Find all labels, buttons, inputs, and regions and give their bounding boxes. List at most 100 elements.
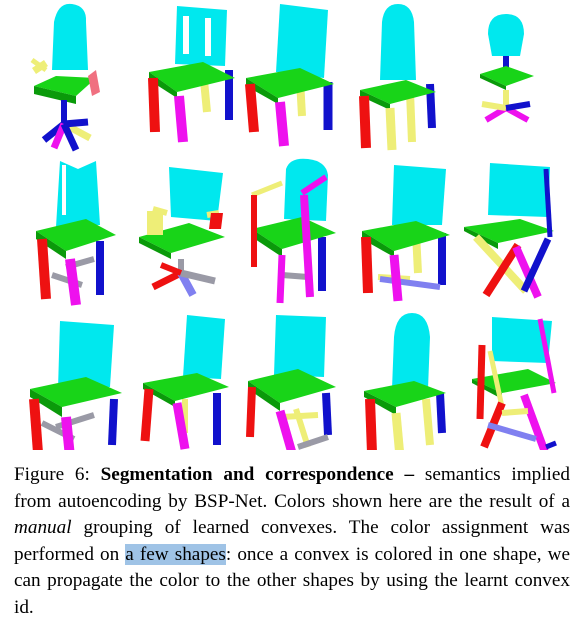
- chair-back: [175, 6, 227, 66]
- chair-back: [380, 4, 416, 80]
- chair-part: [487, 350, 505, 408]
- chair-back: [392, 313, 430, 389]
- chair-leg: [108, 398, 118, 446]
- chair-leg: [245, 83, 259, 133]
- chair-leg: [385, 107, 397, 151]
- chair-part: [487, 422, 537, 442]
- caption-italic: manual: [14, 517, 72, 539]
- chair-back: [492, 317, 552, 363]
- chair-leg: [436, 392, 446, 434]
- chair-office-swivel: [480, 14, 534, 123]
- chair-back: [488, 163, 550, 217]
- chair-leg: [422, 398, 434, 446]
- chair-simple: [140, 315, 229, 450]
- chair-leg: [172, 402, 190, 450]
- chair-leg: [148, 77, 160, 133]
- chair-seat: [246, 68, 334, 98]
- chair-leg: [275, 409, 296, 450]
- chair-rail: [379, 276, 441, 290]
- chair-part: [501, 408, 529, 416]
- chair-seat-edge: [480, 74, 506, 90]
- chair-part: [151, 269, 183, 291]
- chair-back-gap: [62, 165, 66, 215]
- chair-part: [545, 440, 557, 450]
- chair-seat-edge: [248, 381, 280, 411]
- chair-seat: [464, 219, 554, 243]
- chair-back: [183, 315, 225, 379]
- chair-leg: [37, 238, 51, 300]
- chair-leg: [275, 101, 289, 147]
- figure-label: Figure 6:: [14, 464, 101, 485]
- chair-rail: [297, 434, 329, 450]
- chair-part: [180, 269, 216, 285]
- chair-cantilever: [246, 315, 336, 450]
- chair-leg: [361, 236, 373, 294]
- chair-rail: [281, 272, 309, 280]
- chair-seat-edge: [360, 90, 390, 110]
- chair-part: [482, 242, 522, 298]
- chair-part: [543, 168, 553, 238]
- chair-rail: [300, 174, 328, 196]
- chair-leg: [174, 95, 188, 143]
- chair-slatted-back: [148, 6, 235, 143]
- chair-back: [488, 14, 524, 56]
- chair-leg: [246, 386, 256, 438]
- chair-part: [159, 262, 183, 276]
- caption-highlight[interactable]: a few shapes: [125, 543, 226, 565]
- chair-part: [32, 60, 48, 74]
- chair-leg: [61, 416, 75, 450]
- chair-back-gap: [205, 18, 211, 56]
- chair-leg: [389, 254, 403, 302]
- chair-seat: [30, 377, 122, 407]
- chair-folding: [472, 317, 557, 450]
- chair-segmentation-figure: [29, 3, 557, 450]
- figure-caption: Figure 6: Segmentation and correspondenc…: [14, 462, 570, 622]
- chair-part: [476, 344, 486, 420]
- caption-text-2: grouping of learned convexes. The color …: [14, 517, 570, 565]
- chair-leg: [29, 398, 43, 450]
- chair-wing-back: [36, 161, 116, 306]
- chair-part: [505, 101, 531, 111]
- caption-bold: Segmentation and correspondence –: [100, 464, 415, 485]
- chair-leg: [365, 398, 377, 450]
- chair-part: [209, 213, 223, 229]
- chair-leg: [140, 388, 154, 442]
- chair-seat-edge: [36, 231, 66, 259]
- chair-leg: [406, 91, 416, 143]
- chair-office-armrests: [30, 3, 100, 152]
- chair-leg: [300, 194, 314, 298]
- caption-text-1: semantics implied from autoencoding by B…: [14, 464, 570, 512]
- chair-part: [481, 101, 507, 111]
- chair-leg: [276, 254, 286, 304]
- chair-seat: [36, 219, 116, 251]
- chair-part: [537, 318, 557, 394]
- chair-seat-edge: [139, 237, 171, 259]
- caption-text-3: : once a convex is colored in one shape,…: [14, 543, 570, 618]
- chair-part: [60, 122, 80, 152]
- chair-back: [276, 4, 328, 78]
- chair-leg: [391, 412, 404, 450]
- chair-seat: [480, 66, 534, 86]
- chair-back-gap: [183, 16, 189, 54]
- chair-seat: [472, 369, 556, 393]
- chair-seat: [360, 80, 436, 104]
- chair-part: [88, 70, 100, 96]
- chair-stretcher: [361, 165, 450, 302]
- chair-seat-edge: [143, 383, 175, 407]
- chair-back: [169, 167, 223, 221]
- chair-back: [52, 3, 88, 70]
- chair-seat: [143, 373, 229, 401]
- chair-back: [58, 321, 114, 389]
- chair-back: [392, 165, 446, 225]
- chair-seat: [149, 62, 235, 92]
- chair-back: [56, 161, 100, 227]
- chair-part: [520, 237, 552, 293]
- chair-seat: [362, 221, 450, 251]
- chair-round-back: [364, 313, 446, 450]
- chair-seat: [139, 223, 225, 253]
- chair-seat-edge: [30, 389, 62, 417]
- chair-seat: [34, 76, 96, 96]
- chair-upholstered: [29, 321, 122, 450]
- chair-part: [147, 211, 163, 235]
- chair-seat: [248, 369, 336, 403]
